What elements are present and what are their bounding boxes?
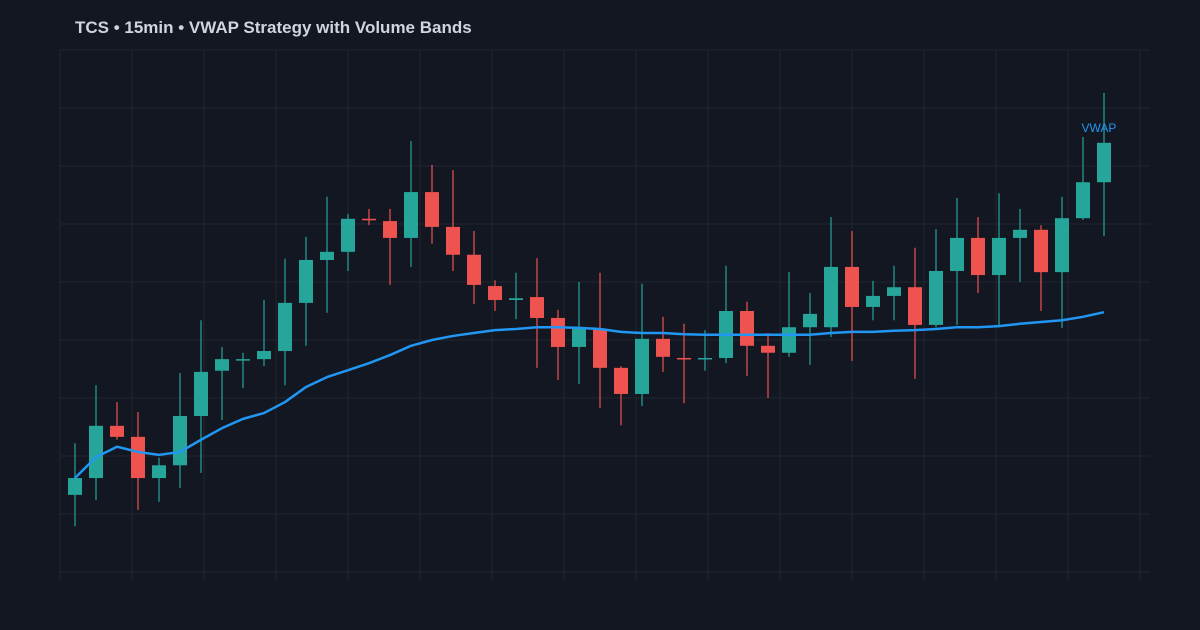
candle-body-up (278, 302, 292, 352)
candle-body-up (509, 298, 523, 300)
candle-body-down (677, 357, 691, 360)
candle-body-down (551, 317, 565, 347)
candle-body-down (908, 287, 922, 325)
candle-body-down (656, 338, 670, 357)
candle-body-down (593, 328, 607, 368)
candle-body-up (1076, 182, 1090, 219)
candle-body-up (929, 270, 943, 325)
candle-body-up (341, 218, 355, 252)
candle-body-up (887, 287, 901, 296)
candle-body-down (761, 345, 775, 353)
candle-body-up (1055, 218, 1069, 273)
candle-body-up (89, 425, 103, 479)
candle-body-down (740, 311, 754, 346)
candle-body-up (1097, 142, 1111, 183)
vwap-label: VWAP (1082, 121, 1117, 135)
candle-body-up (215, 359, 229, 371)
chart-title: TCS • 15min • VWAP Strategy with Volume … (75, 18, 472, 37)
candle-body-down (614, 367, 628, 394)
vwap-line (74, 310, 1105, 479)
candle-body-down (1034, 229, 1048, 273)
candle-body-down (110, 425, 124, 437)
candle-body-up (299, 259, 313, 303)
candle-body-up (782, 327, 796, 353)
candle-body-up (236, 359, 250, 361)
candle-body-up (698, 357, 712, 360)
candle-body-down (467, 254, 481, 285)
candle-body-down (845, 266, 859, 307)
candle-body-down (446, 226, 460, 255)
candle-body-up (572, 328, 586, 347)
candle-body-up (320, 251, 334, 260)
candle-body-up (404, 192, 418, 238)
candle-body-down (362, 218, 376, 221)
candle-body-up (1013, 229, 1027, 238)
candle-body-down (488, 286, 502, 300)
candle-body-up (68, 478, 82, 495)
candle-body-up (866, 295, 880, 307)
candle-body-up (257, 351, 271, 360)
candle-body-down (530, 297, 544, 318)
candle-body-up (824, 266, 838, 328)
candle-body-up (803, 313, 817, 328)
candle-body-down (425, 192, 439, 227)
candle-body-up (992, 237, 1006, 276)
candle-body-up (950, 237, 964, 271)
candle-body-down (971, 237, 985, 276)
candle-body-up (635, 338, 649, 394)
candle-body-up (152, 465, 166, 479)
candle-body-down (131, 436, 145, 479)
candle-body-up (173, 415, 187, 466)
candle-body-up (194, 371, 208, 416)
candle-body-down (383, 221, 397, 238)
